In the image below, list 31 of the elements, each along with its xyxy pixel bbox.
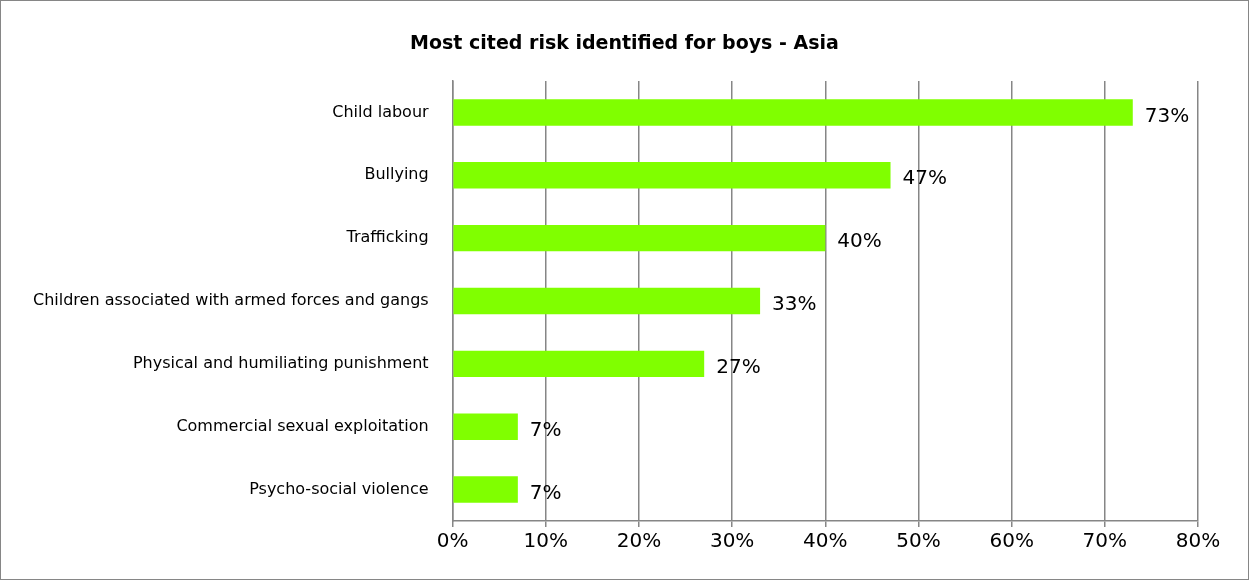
y-tick-label: Child labour: [332, 101, 430, 121]
x-tick-label: 60%: [989, 528, 1034, 553]
x-tick-label: 10%: [523, 528, 569, 553]
bar: [453, 162, 891, 189]
data-label: 27%: [716, 354, 761, 379]
bar: [453, 224, 826, 252]
y-tick-label: Psycho-social violence: [249, 478, 429, 498]
data-label: 7%: [529, 416, 562, 441]
bar: [453, 99, 1133, 126]
y-tick-label: Commercial sexual exploitation: [176, 415, 429, 435]
y-tick-label: Bullying: [364, 164, 429, 184]
data-label: 73%: [1144, 102, 1190, 127]
bar: [453, 287, 761, 315]
x-tick-label: 80%: [1175, 528, 1221, 553]
x-tick-label: 0%: [436, 528, 469, 553]
data-label: 7%: [529, 479, 562, 504]
x-tick-label: 30%: [709, 528, 755, 553]
y-tick-label: Trafficking: [345, 227, 429, 247]
x-tick-label: 40%: [803, 528, 848, 553]
x-tick-label: 20%: [616, 528, 662, 553]
y-tick-label: Children associated with armed forces and gangs: [33, 290, 429, 310]
bar: [453, 413, 518, 440]
data-label: 47%: [902, 165, 947, 190]
bar: [453, 476, 518, 503]
bar: [453, 350, 705, 378]
chart-title: Most cited risk identified for boys - Asia: [409, 31, 840, 53]
x-tick-label: 70%: [1082, 528, 1128, 553]
x-tick-label: 50%: [896, 528, 941, 553]
data-label: 33%: [772, 291, 817, 316]
data-label: 40%: [837, 228, 882, 253]
y-tick-label: Physical and humiliating punishment: [132, 353, 429, 373]
